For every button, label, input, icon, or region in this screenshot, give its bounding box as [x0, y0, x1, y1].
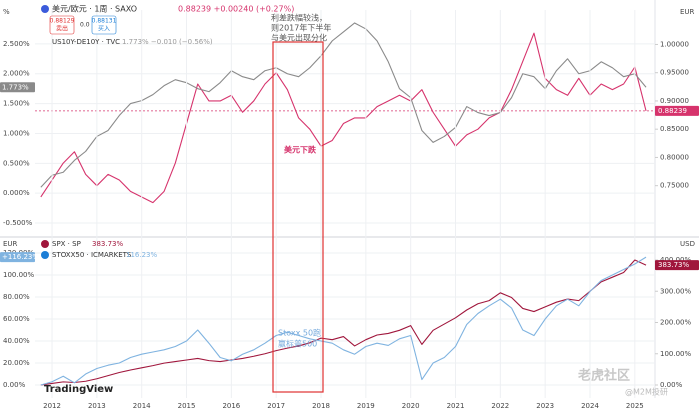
annotation: 与美元出现分化 [271, 33, 327, 43]
y-tick-label: -0.500% [3, 219, 33, 227]
last-value-tag [655, 105, 699, 116]
x-tick-label: 2021 [447, 402, 465, 410]
y2-tick-label: 300.00% [660, 287, 691, 295]
y-tick-label: 80.00% [3, 293, 30, 301]
y2-tick-label: 1.00000 [660, 40, 689, 48]
symbol-icon [41, 251, 49, 259]
x-tick-label: 2025 [626, 402, 644, 410]
y2-tick-label: 0.95000 [660, 69, 689, 77]
legend-quote: 383.73% [92, 240, 123, 248]
x-tick-label: 2018 [312, 402, 330, 410]
y-tick-label: 40.00% [3, 337, 30, 345]
y2-tick-label: 200.00% [660, 319, 691, 327]
series-line [40, 256, 647, 386]
y-tick-label: 1.500% [3, 100, 30, 108]
y-tick-label: 1.000% [3, 129, 30, 137]
buy-price: 0.88131 [92, 18, 117, 25]
y-tick-label: 0.000% [3, 189, 30, 197]
symbol-icon [41, 240, 49, 248]
last-value-tag [0, 82, 35, 93]
last-value-label: 383.73% [658, 261, 689, 269]
last-value-tag [655, 260, 699, 271]
legend-entry: SPX · SP [52, 240, 81, 248]
y2-tick-label: 0.80000 [660, 153, 689, 161]
x-tick-label: 2013 [88, 402, 106, 410]
x-tick-label: 2017 [267, 402, 285, 410]
highlight-box [272, 41, 324, 393]
x-tick-label: 2012 [43, 402, 61, 410]
annotation: 美元下跌 [284, 145, 317, 155]
buy-label: 买入 [98, 25, 110, 33]
unit-right: USD [680, 240, 695, 248]
last-value-label: +116.23% [2, 253, 39, 261]
last-value-label: 0.88239 [658, 107, 687, 115]
x-tick-label: 2024 [581, 402, 599, 410]
y2-tick-label: 0.75000 [660, 182, 689, 190]
watermark: 老虎社区 [577, 368, 630, 384]
x-tick-label: 2022 [491, 402, 509, 410]
x-tick-label: 2020 [402, 402, 420, 410]
annotation: 则2017年下半年 [271, 23, 331, 33]
y2-tick-label: 0.85000 [660, 125, 689, 133]
y-tick-label: 2.500% [3, 40, 30, 48]
y-tick-label: 100.00% [3, 271, 34, 279]
y-tick-label: 0.00% [3, 381, 26, 389]
series-line [40, 259, 647, 386]
sell-label: 卖出 [56, 25, 68, 33]
symbol-icon [41, 5, 49, 13]
spread: 0.0 [80, 22, 90, 29]
buy-box[interactable] [91, 15, 117, 35]
y2-tick-label: 0.00% [660, 381, 683, 389]
sell-box[interactable] [49, 15, 75, 35]
unit-left: EUR [3, 240, 18, 248]
watermark: TradingView [44, 384, 113, 395]
legend-entry: US10Y-DE10Y · TVC [52, 38, 120, 46]
y2-tick-label: 0.90000 [660, 97, 689, 105]
legend-entry: 美元/欧元 · 1周 · SAXO [52, 4, 137, 14]
watermark: @M2M投研 [625, 387, 668, 397]
y2-tick-label: 400.00% [660, 256, 691, 264]
y-tick-label: 20.00% [3, 359, 30, 367]
last-value-tag [0, 252, 35, 263]
unit-right: EUR [680, 8, 695, 16]
legend-entry: STOXX50 · ICMARKETS [52, 251, 132, 259]
annotation: 利差跌幅较浅， [271, 13, 327, 23]
y2-tick-label: 100.00% [660, 350, 691, 358]
x-tick-label: 2019 [357, 402, 375, 410]
annotation: Stoxx 50跑 [278, 329, 321, 338]
x-tick-label: 2016 [222, 402, 240, 410]
y-tick-label: 2.000% [3, 70, 30, 78]
x-tick-label: 2023 [536, 402, 554, 410]
y-tick-label: 0.500% [3, 159, 30, 167]
sell-price: 0.88129 [50, 18, 75, 25]
x-tick-label: 2014 [133, 402, 151, 410]
last-value-label: 1.773% [2, 83, 29, 91]
y-tick-label: 60.00% [3, 315, 30, 323]
x-tick-label: 2015 [178, 402, 196, 410]
annotation: 赢标普500 [278, 339, 317, 349]
legend-quote: 1.773% −0.010 (−0.56%) [122, 38, 213, 46]
legend-quote: 116.23% [126, 251, 157, 259]
legend-quote: 0.88239 +0.00240 (+0.27%) [178, 5, 294, 14]
unit-left: % [3, 8, 10, 16]
